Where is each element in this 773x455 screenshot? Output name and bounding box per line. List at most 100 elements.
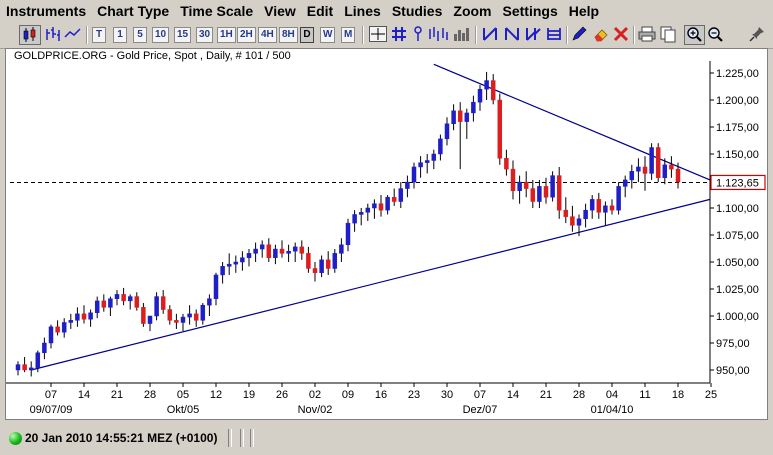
connection-status-icon bbox=[9, 432, 22, 445]
candle-body bbox=[385, 196, 390, 211]
timeframe-5min[interactable]: 5 bbox=[133, 27, 147, 43]
candle-body bbox=[332, 253, 338, 269]
menu-zoom[interactable]: Zoom bbox=[453, 3, 492, 19]
x-tick-label: 05 bbox=[177, 389, 189, 401]
candle-body bbox=[603, 205, 608, 213]
timeframe-monthly[interactable]: M bbox=[341, 27, 356, 43]
candle-body bbox=[15, 364, 21, 371]
zoom-out-icon[interactable] bbox=[706, 25, 726, 45]
candle-body bbox=[134, 296, 140, 308]
x-tick-label: 28 bbox=[573, 389, 585, 401]
axes: 1.225,001.200,001.175,001.150,001.125,00… bbox=[6, 61, 766, 416]
menu-chart-type[interactable]: Chart Type bbox=[97, 3, 170, 19]
menu-instruments[interactable]: Instruments bbox=[6, 3, 87, 19]
candle-body bbox=[464, 112, 470, 122]
timeframe-1min[interactable]: 1 bbox=[113, 27, 127, 43]
x-tick-label: 28 bbox=[144, 389, 156, 401]
pin-icon[interactable] bbox=[748, 25, 766, 45]
candle-body bbox=[253, 248, 258, 254]
indicator-toggle-icon[interactable] bbox=[427, 25, 451, 45]
candle-body bbox=[556, 175, 562, 211]
bar-chart-icon[interactable] bbox=[43, 25, 63, 45]
delete-icon[interactable] bbox=[612, 25, 630, 45]
candle-body bbox=[68, 320, 74, 323]
menu-time-scale[interactable]: Time Scale bbox=[180, 3, 254, 19]
drawing-tools-icon[interactable] bbox=[410, 25, 426, 45]
y-tick-label: 950,00 bbox=[716, 365, 750, 377]
x-month-label: 01/04/10 bbox=[591, 404, 634, 416]
candle-body bbox=[200, 304, 206, 321]
x-tick-label: 07 bbox=[45, 389, 57, 401]
timeframe-weekly[interactable]: W bbox=[320, 27, 336, 43]
print-icon[interactable] bbox=[637, 25, 657, 45]
crosshair-icon[interactable] bbox=[368, 25, 388, 45]
menu-lines[interactable]: Lines bbox=[344, 3, 381, 19]
timeframe-tick[interactable]: T bbox=[92, 27, 106, 43]
candle-body bbox=[213, 274, 219, 299]
timeframe-8h[interactable]: 8H bbox=[279, 27, 298, 43]
x-tick-label: 07 bbox=[474, 389, 486, 401]
trendlines bbox=[31, 63, 711, 371]
candle-body bbox=[477, 88, 483, 103]
trendline-down-icon[interactable] bbox=[502, 25, 522, 45]
x-tick-label: 02 bbox=[309, 389, 321, 401]
status-bar: 20 Jan 2010 14:55:21 MEZ (+0100) bbox=[0, 426, 773, 455]
menu-edit[interactable]: Edit bbox=[306, 3, 334, 19]
candle-body bbox=[365, 207, 371, 213]
line-chart-icon[interactable] bbox=[63, 25, 83, 45]
zoom-in-icon[interactable] bbox=[684, 25, 705, 45]
candle-body bbox=[259, 244, 265, 250]
candle-body bbox=[75, 313, 80, 321]
menu-view[interactable]: View bbox=[264, 3, 296, 19]
candle-body bbox=[444, 123, 450, 140]
x-tick-label: 23 bbox=[408, 389, 420, 401]
status-datetime: 20 Jan 2010 14:55:21 MEZ (+0100) bbox=[25, 431, 218, 445]
trendline-up-icon[interactable] bbox=[480, 25, 500, 45]
timeframe-1h[interactable]: 1H bbox=[217, 27, 236, 43]
chart-panel[interactable]: GOLDPRICE.ORG - Gold Price, Spot , Daily… bbox=[5, 48, 768, 420]
candle-body bbox=[180, 316, 186, 323]
x-tick-label: 30 bbox=[441, 389, 453, 401]
channel-icon[interactable] bbox=[523, 25, 543, 45]
menu-settings[interactable]: Settings bbox=[502, 3, 558, 19]
menu-studies[interactable]: Studies bbox=[391, 3, 443, 19]
candle-body bbox=[22, 364, 27, 371]
timeframe-4h[interactable]: 4H bbox=[258, 27, 277, 43]
candle-body bbox=[299, 246, 305, 254]
candle-body bbox=[504, 158, 509, 170]
candlestick-icon[interactable] bbox=[19, 25, 41, 45]
menu-help[interactable]: Help bbox=[568, 3, 600, 19]
candle-body bbox=[543, 186, 549, 198]
candle-body bbox=[550, 175, 555, 198]
candle-body bbox=[372, 203, 377, 209]
candle-body bbox=[629, 171, 635, 181]
histogram-icon[interactable] bbox=[452, 25, 472, 45]
grid-icon[interactable] bbox=[390, 25, 408, 45]
timeframe-2h[interactable]: 2H bbox=[237, 27, 256, 43]
x-tick-label: 16 bbox=[375, 389, 387, 401]
pencil-icon[interactable] bbox=[570, 25, 588, 45]
y-tick-label: 975,00 bbox=[716, 338, 750, 350]
copy-icon[interactable] bbox=[659, 25, 677, 45]
fibonacci-icon[interactable] bbox=[544, 25, 564, 45]
timeframe-10min[interactable]: 10 bbox=[152, 27, 170, 43]
candle-body bbox=[622, 179, 628, 187]
candle-body bbox=[497, 99, 503, 159]
x-tick-label: 19 bbox=[243, 389, 255, 401]
candle-body bbox=[292, 246, 298, 252]
timeframe-30min[interactable]: 30 bbox=[196, 27, 214, 43]
candle-body bbox=[636, 166, 641, 172]
timeframe-15min[interactable]: 15 bbox=[174, 27, 192, 43]
support-trendline bbox=[31, 198, 711, 371]
candle-body bbox=[589, 199, 595, 211]
candle-body bbox=[48, 326, 54, 344]
candle-body bbox=[537, 186, 542, 202]
x-month-label: Dez/07 bbox=[463, 404, 498, 416]
y-tick-label: 1.100,00 bbox=[716, 203, 759, 215]
candle-body bbox=[35, 352, 41, 369]
timeframe-daily[interactable]: D bbox=[300, 27, 314, 43]
candle-body bbox=[471, 101, 476, 114]
candle-body bbox=[662, 164, 668, 179]
price-chart[interactable]: 1.225,001.200,001.175,001.150,001.125,00… bbox=[6, 49, 767, 419]
eraser-icon[interactable] bbox=[592, 25, 610, 45]
